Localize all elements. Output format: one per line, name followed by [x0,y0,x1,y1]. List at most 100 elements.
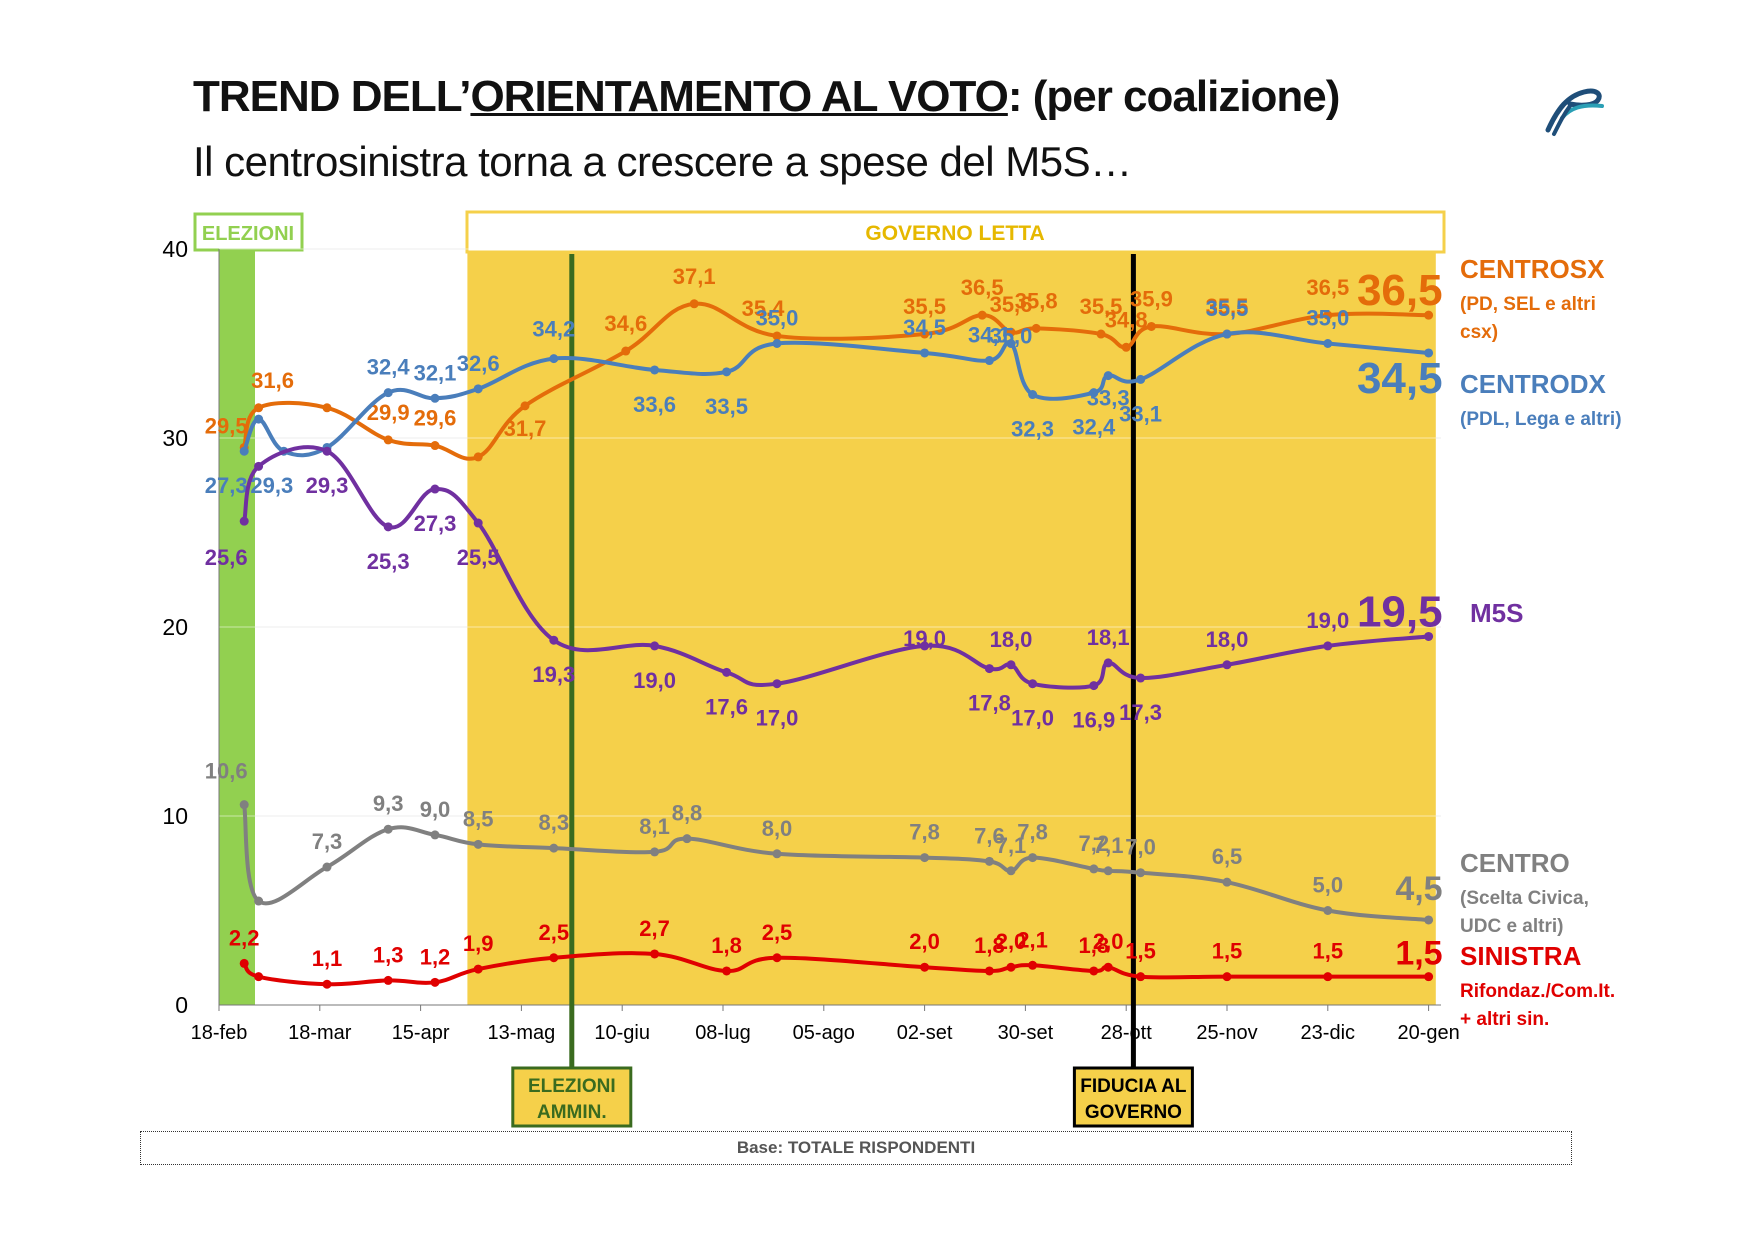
centro-data-label: 7,3 [312,829,343,854]
centrodx-point [1222,329,1232,339]
centro-data-label: 7,1 [996,833,1027,858]
centrosx-data-label: 35,5 [903,294,946,319]
m5s-point [650,641,660,651]
event-label: ELEZIONI [528,1076,616,1097]
centrodx-data-label: 33,5 [705,394,748,419]
m5s-data-label: 17,8 [968,691,1011,716]
centrosx-data-label: 35,5 [1206,294,1249,319]
m5s-data-label: 18,1 [1087,625,1130,650]
centro-legend-name: CENTRO [1460,848,1570,878]
sinistra-point [1323,972,1333,982]
m5s-data-label: 19,0 [633,668,676,693]
band-label: ELEZIONI [202,223,294,245]
centrodx-data-label: 34,1 [968,323,1011,348]
x-tick-label: 30-set [998,1022,1054,1044]
m5s-point [473,518,483,528]
m5s-point [254,461,264,471]
centro-point [650,847,660,857]
centro-data-label: 7,8 [909,820,940,845]
centrosx-point [772,331,782,341]
y-tick-label: 0 [175,992,188,1018]
m5s-data-label: 25,3 [367,549,410,574]
sinistra-point [1424,972,1434,982]
centrosx-data-label: 35,5 [1080,294,1123,319]
m5s-legend-name: M5S [1470,598,1523,628]
sinistra-data-label: 1,5 [1313,939,1344,964]
centro-legend-desc: UDC e altri) [1460,916,1563,937]
sinistra-data-label: 1,9 [463,931,494,956]
centro-point [254,896,264,906]
sinistra-point [1089,966,1099,976]
footer-base: Base: TOTALE RISPONDENTI [140,1131,1572,1165]
centro-data-label: 8,0 [762,816,793,841]
x-tick-label: 18-mar [288,1022,352,1044]
sinistra-legend-desc: + altri sin. [1460,1009,1549,1030]
sinistra-point [239,958,249,968]
centro-point [430,830,440,840]
centrodx-point [239,446,249,456]
centrosx-data-label: 31,6 [251,368,294,393]
centrodx-data-label: 35,0 [756,306,799,331]
centrosx-data-label: 37,1 [673,264,716,289]
m5s-point [1424,631,1434,641]
m5s-point [1323,641,1333,651]
centrodx-point [1424,348,1434,358]
centrodx-point [650,365,660,375]
centrosx-point [1006,327,1016,337]
centrosx-point [1146,321,1156,331]
m5s-point [549,635,559,645]
centrosx-point [1121,342,1131,352]
sinistra-point [1222,972,1232,982]
pollster-logo-icon [1545,88,1604,136]
x-tick-label: 15-apr [392,1022,450,1044]
centrodx-data-label: 32,4 [1072,415,1116,440]
m5s-data-label: 27,3 [414,511,457,536]
event-label: GOVERNO [1085,1102,1182,1123]
centrodx-point [430,393,440,403]
sinistra-point [1028,960,1038,970]
sinistra-data-label: 2,0 [1093,929,1124,954]
x-tick-label: 18-feb [191,1022,248,1044]
sinistra-data-label: 1,8 [711,933,742,958]
centrosx-point [621,346,631,356]
sinistra-point [430,977,440,987]
m5s-data-label: 16,9 [1072,708,1115,733]
sinistra-data-label: 2,7 [639,916,670,941]
centro-point [1323,906,1333,915]
band-label: GOVERNO LETTA [865,222,1044,245]
centro-point [322,862,332,872]
centrosx-data-label: 34,6 [604,311,647,336]
m5s-point [1103,658,1113,668]
centro-data-label: 8,5 [463,806,494,831]
x-tick-label: 05-ago [793,1022,855,1044]
centrosx-point [322,403,332,413]
centrosx-point [254,403,264,413]
centrosx-data-label: 29,5 [205,413,248,438]
centrosx-data-label: 36,5 [961,275,1004,300]
m5s-point [984,664,994,674]
centrosx-point [1031,323,1041,333]
m5s-data-label: 17,0 [756,706,799,731]
sinistra-data-label: 1,2 [420,944,451,969]
centro-data-label: 7,2 [1079,831,1110,856]
sinistra-point [650,949,660,959]
centrosx-legend-name: CENTROSX [1460,254,1605,284]
x-tick-label: 25-nov [1196,1022,1257,1044]
m5s-point [772,679,782,689]
centrodx-data-label: 29,3 [250,473,293,498]
sinistra-point [1136,972,1146,982]
centro-point [920,853,930,863]
m5s-data-label: 19,3 [532,662,575,687]
sinistra-final-value: 1,5 [1395,935,1442,973]
centro-point [1424,915,1434,925]
centrodx-point [1136,374,1146,384]
sinistra-data-label: 2,2 [229,925,260,950]
sinistra-legend-desc: Rifondaz./Com.It. [1460,981,1615,1002]
sinistra-data-label: 1,5 [1125,939,1156,964]
centro-data-label: 9,3 [373,791,404,816]
centro-data-label: 10,6 [205,759,248,784]
m5s-data-label: 25,5 [457,545,500,570]
centrodx-point [1028,390,1038,400]
x-tick-label: 23-dic [1301,1022,1355,1044]
